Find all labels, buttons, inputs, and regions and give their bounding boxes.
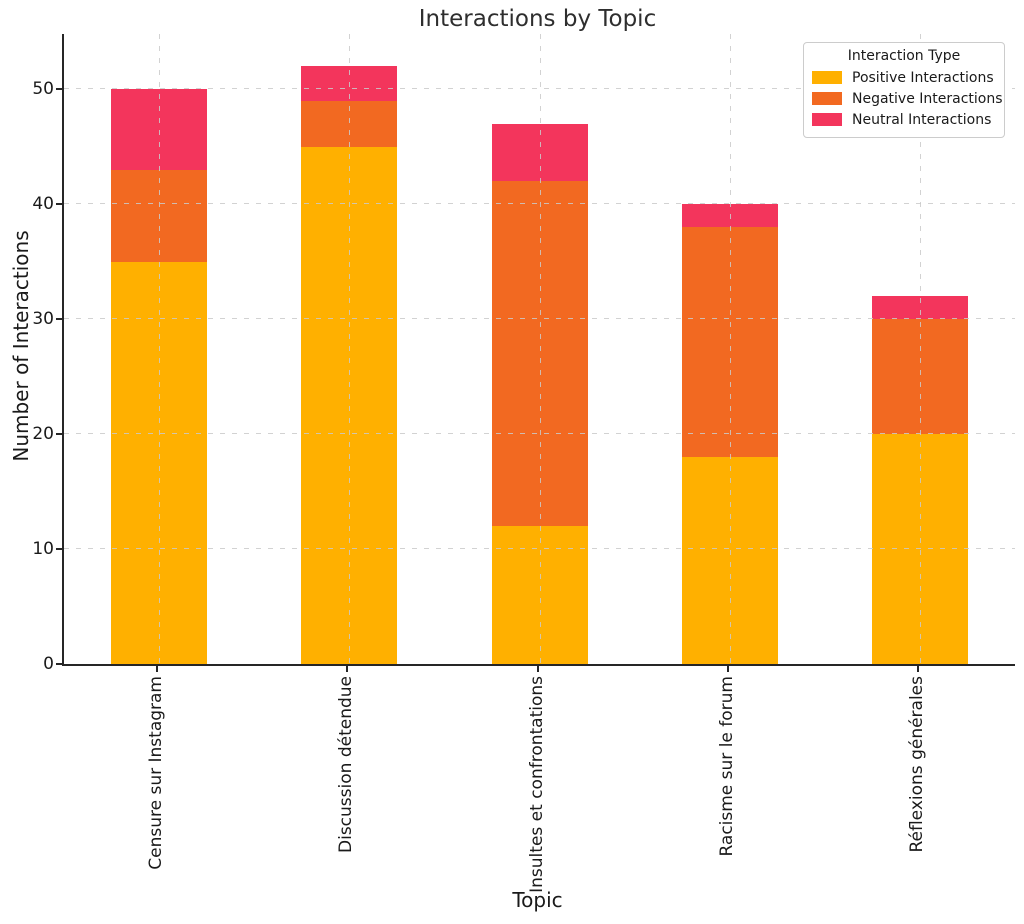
y-tick-label: 0 <box>43 654 54 674</box>
y-tick-mark <box>56 433 62 436</box>
x-tick-label: Discussion détendue <box>336 676 357 853</box>
x-tick-mark <box>726 666 729 672</box>
y-tick-label: 50 <box>32 79 54 100</box>
x-tick-mark <box>916 666 919 672</box>
legend-item: Neutral Interactions <box>812 109 996 130</box>
x-tick-mark <box>156 666 159 672</box>
x-tick-label: Racisme sur le forum <box>716 676 737 857</box>
v-gridline <box>349 34 351 664</box>
legend-item: Positive Interactions <box>812 67 996 88</box>
y-tick-mark <box>56 88 62 91</box>
v-gridline <box>729 34 731 664</box>
v-gridline <box>539 34 541 664</box>
y-tick-label: 40 <box>32 194 54 215</box>
v-gridline <box>919 34 921 664</box>
y-tick-mark <box>56 548 62 551</box>
legend-title: Interaction Type <box>847 48 961 64</box>
x-tick-mark <box>536 666 539 672</box>
legend-swatch-neutral <box>812 113 842 126</box>
x-tick-label: Insultes et confrontations <box>526 676 547 893</box>
legend-label: Neutral Interactions <box>852 111 992 128</box>
legend-swatch-positive <box>812 71 842 84</box>
y-tick-label: 30 <box>32 309 54 330</box>
x-tick-label: Censure sur Instagram <box>146 676 167 870</box>
legend-items: Positive Interactions Negative Interactio… <box>812 67 1003 130</box>
x-axis-label: Topic <box>512 888 563 912</box>
y-tick-mark <box>56 663 62 665</box>
y-tick-label: 10 <box>32 539 54 560</box>
x-tick-mark <box>346 666 349 672</box>
legend: Interaction Type Positive Interactions Ne… <box>803 42 1005 138</box>
x-tick-label: Réflexions générales <box>906 676 927 853</box>
y-tick-mark <box>56 203 62 206</box>
y-tick-mark <box>56 318 62 321</box>
legend-label: Negative Interactions <box>852 90 1003 107</box>
legend-swatch-negative <box>812 92 842 105</box>
v-gridline <box>159 34 161 664</box>
legend-label: Positive Interactions <box>852 69 994 86</box>
legend-item: Negative Interactions <box>812 88 1003 109</box>
chart-title: Interactions by Topic <box>418 6 657 32</box>
y-tick-label: 20 <box>32 424 54 445</box>
plot-area <box>62 34 1015 666</box>
